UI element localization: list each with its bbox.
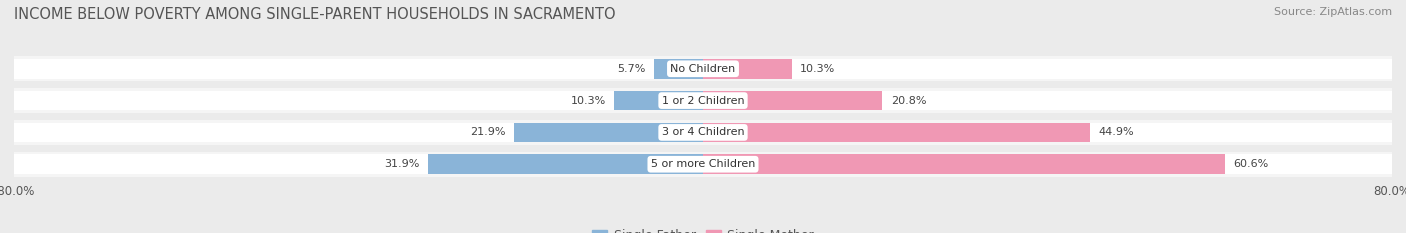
Bar [429, 154, 703, 174]
Bar [703, 91, 882, 110]
Text: INCOME BELOW POVERTY AMONG SINGLE-PARENT HOUSEHOLDS IN SACRAMENTO: INCOME BELOW POVERTY AMONG SINGLE-PARENT… [14, 7, 616, 22]
Bar [14, 154, 1392, 174]
Bar [14, 59, 1392, 79]
Text: 5 or more Children: 5 or more Children [651, 159, 755, 169]
Bar [515, 123, 703, 142]
Bar [703, 154, 1225, 174]
Legend: Single Father, Single Mother: Single Father, Single Mother [588, 224, 818, 233]
Bar [14, 56, 1392, 82]
Text: 5.7%: 5.7% [617, 64, 645, 74]
Text: 3 or 4 Children: 3 or 4 Children [662, 127, 744, 137]
Bar [703, 123, 1090, 142]
Bar [614, 91, 703, 110]
Text: 21.9%: 21.9% [470, 127, 506, 137]
Bar [14, 91, 1392, 110]
Text: Source: ZipAtlas.com: Source: ZipAtlas.com [1274, 7, 1392, 17]
Bar [14, 120, 1392, 145]
Text: 1 or 2 Children: 1 or 2 Children [662, 96, 744, 106]
Text: 10.3%: 10.3% [800, 64, 835, 74]
Text: 60.6%: 60.6% [1233, 159, 1268, 169]
Text: 10.3%: 10.3% [571, 96, 606, 106]
Bar [654, 59, 703, 79]
Bar [14, 88, 1392, 113]
Text: No Children: No Children [671, 64, 735, 74]
Bar [14, 151, 1392, 177]
Bar [703, 59, 792, 79]
Text: 44.9%: 44.9% [1098, 127, 1133, 137]
Text: 31.9%: 31.9% [384, 159, 419, 169]
Bar [14, 123, 1392, 142]
Text: 20.8%: 20.8% [891, 96, 927, 106]
